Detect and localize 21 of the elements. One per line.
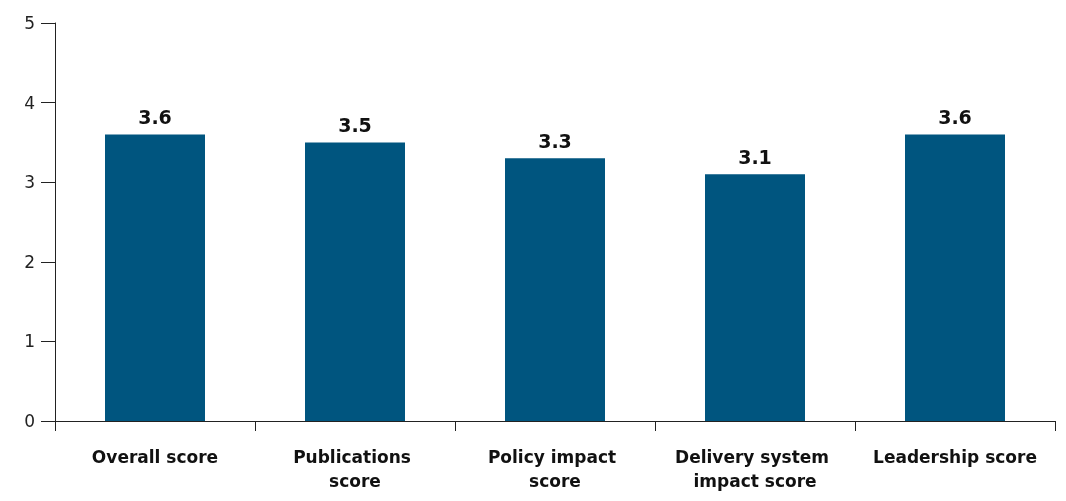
bar — [105, 134, 205, 421]
y-tick-label: 0 — [24, 411, 35, 431]
x-tick-label: Delivery system impact score — [675, 447, 835, 491]
y-tick-label: 3 — [24, 172, 35, 193]
x-tick-label: Leadership score — [873, 447, 1037, 467]
data-label: 3.6 — [938, 105, 972, 128]
x-tick-label: Publications score — [293, 447, 417, 491]
y-tick-label: 1 — [24, 331, 35, 352]
x-tick-label: Overall score — [91, 447, 219, 467]
data-label: 3.1 — [738, 145, 772, 168]
data-label: 3.5 — [338, 113, 372, 136]
bar — [305, 142, 405, 421]
data-label: 3.3 — [538, 129, 572, 152]
y-tick-label: 4 — [24, 92, 35, 113]
bar — [505, 158, 605, 421]
data-label: 3.6 — [138, 105, 172, 128]
x-tick-label: Policy impact score — [487, 447, 623, 491]
bar — [705, 174, 805, 421]
y-tick-label: 5 — [24, 13, 35, 33]
bar — [905, 134, 1005, 421]
y-tick-label: 2 — [24, 251, 35, 272]
